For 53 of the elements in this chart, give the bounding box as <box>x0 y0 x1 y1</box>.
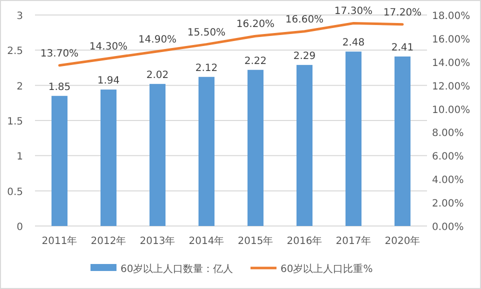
y2-tick-label: 16.00% <box>432 34 470 46</box>
bar <box>150 84 166 226</box>
data-label: 1.94 <box>97 76 120 87</box>
y2-tick-label: 0.00% <box>432 222 464 233</box>
y2-tick-label: 18.00% <box>432 11 470 22</box>
bar <box>52 96 68 226</box>
y2-tick-label: 12.00% <box>432 81 470 92</box>
x-tick-label: 2012年 <box>90 235 126 247</box>
legend-label: 60岁以上人口比重% <box>280 263 373 275</box>
y2-tick-label: 2.00% <box>432 198 464 210</box>
data-label: 14.90% <box>138 34 177 46</box>
bar <box>346 52 362 226</box>
x-tick-label: 2020年 <box>384 235 420 247</box>
data-label: 2.02 <box>146 70 169 81</box>
x-tick-label: 2015年 <box>238 235 274 247</box>
y2-tick-label: 8.00% <box>432 128 464 140</box>
data-label: 13.70% <box>40 48 79 60</box>
x-tick-label: 2016年 <box>286 235 322 247</box>
y-tick-label: 3 <box>16 11 23 22</box>
y2-tick-label: 4.00% <box>432 175 464 186</box>
y-tick-label: 1 <box>16 152 23 163</box>
data-label: 2.22 <box>244 56 267 67</box>
data-label: 1.85 <box>48 82 71 93</box>
data-label: 17.20% <box>383 7 422 18</box>
data-label: 2.41 <box>391 42 414 54</box>
data-label: 17.30% <box>334 6 373 18</box>
data-label: 16.20% <box>236 19 275 30</box>
y2-tick-label: 10.00% <box>432 104 470 116</box>
x-tick-label: 2014年 <box>188 235 224 247</box>
y-tick-label: 1.5 <box>7 116 23 128</box>
data-label: 15.50% <box>187 27 226 38</box>
y-tick-label: 2.5 <box>7 46 23 58</box>
data-label: 14.30% <box>89 41 128 52</box>
y-tick-label: 0 <box>16 222 23 233</box>
y2-tick-label: 6.00% <box>432 152 464 163</box>
y-tick-label: 0.5 <box>7 186 23 198</box>
legend-item: 60岁以上人口数量：亿人 <box>90 264 234 275</box>
data-label: 2.29 <box>293 50 316 62</box>
bar <box>296 64 312 226</box>
data-label: 2.12 <box>195 62 218 74</box>
bar <box>394 56 410 226</box>
bar <box>248 70 264 226</box>
legend-label: 60岁以上人口数量：亿人 <box>120 263 234 275</box>
bar <box>198 76 214 226</box>
data-label: 16.60% <box>285 14 324 26</box>
y-tick-label: 2 <box>16 81 23 92</box>
legend-item: 60岁以上人口比重% <box>250 264 373 275</box>
x-tick-label: 2017年 <box>336 235 372 247</box>
x-tick-label: 2011年 <box>42 235 78 247</box>
y2-tick-label: 14.00% <box>432 58 470 69</box>
bar <box>100 90 116 226</box>
data-label: 2.48 <box>342 38 365 49</box>
x-tick-label: 2013年 <box>140 235 176 247</box>
